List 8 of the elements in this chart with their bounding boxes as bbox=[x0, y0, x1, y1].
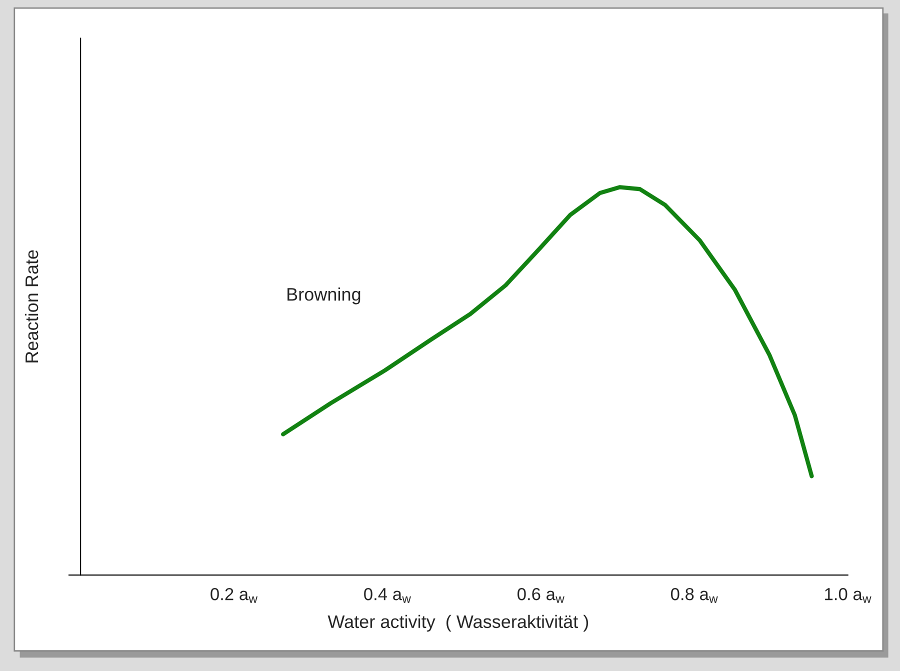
y-axis-title: Reaction Rate bbox=[24, 250, 38, 362]
x-tick-label: 0.4 a$_{w}$ bbox=[364, 588, 411, 603]
annotation: Browning bbox=[288, 287, 360, 304]
x-tick-label: 0.8 a$_{w}$ bbox=[670, 588, 718, 603]
x-tick-label: 0.6 a$_{w}$ bbox=[518, 588, 564, 603]
x-axis-title: Water activity ( Wasseraktivität ) bbox=[328, 614, 588, 632]
x-tick-label: 0.2 a$_{w}$ bbox=[210, 588, 258, 603]
x-tick-label: 1.0 a$_{w}$ bbox=[825, 588, 872, 603]
